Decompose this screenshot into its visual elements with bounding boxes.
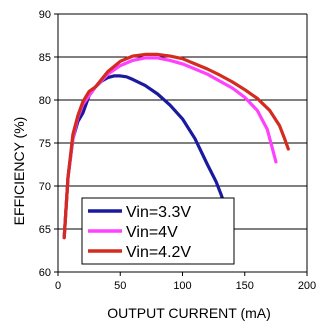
y-tick-label: 65 [39, 224, 51, 236]
y-tick-label: 60 [39, 267, 51, 279]
legend: Vin=3.3V Vin=4V Vin=4.2V [81, 197, 235, 265]
x-tick-label: 150 [236, 280, 254, 292]
y-tick-label: 70 [39, 181, 51, 193]
legend-label-2: Vin=4V [126, 224, 178, 241]
series-line-3 [62, 52, 290, 240]
y-tick-label: 75 [39, 138, 51, 150]
y-tick-label: 85 [39, 52, 51, 64]
legend-label-1: Vin=3.3V [126, 204, 191, 221]
y-tick-label: 90 [39, 9, 51, 21]
tick-labels: 60 65 70 75 80 85 90 0 50 100 150 200 [39, 9, 316, 292]
x-tick-label: 0 [55, 280, 61, 292]
y-tick-label: 80 [39, 95, 51, 107]
x-tick-label: 50 [114, 280, 126, 292]
y-axis-label: EFFICIENCY (%) [11, 117, 27, 226]
legend-label-3: Vin=4.2V [126, 244, 191, 261]
series-layer [62, 52, 290, 240]
x-tick-label: 100 [173, 280, 191, 292]
grid [58, 13, 307, 230]
x-tick-label: 200 [298, 280, 316, 292]
x-axis-label: OUTPUT CURRENT (mA) [107, 305, 271, 321]
series-line-1 [62, 74, 227, 240]
